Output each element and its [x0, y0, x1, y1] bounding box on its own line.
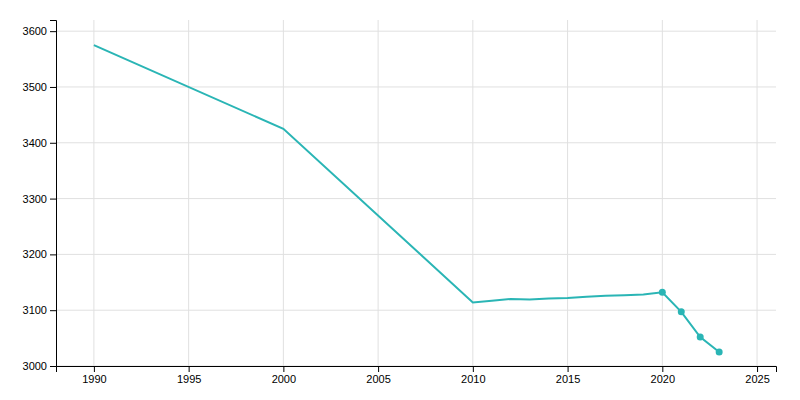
tick: 3200: [23, 248, 56, 260]
grid-line: [56, 198, 776, 199]
tick-label: 3200: [23, 248, 47, 260]
grid-line: [56, 254, 776, 255]
tick: 2000: [272, 366, 296, 385]
tick-label: 1995: [177, 373, 201, 385]
tick-mark: [50, 143, 56, 144]
tick: 3000: [23, 360, 56, 372]
tick-label: 2015: [556, 373, 580, 385]
tick: 1995: [177, 366, 201, 385]
tick-mark: [757, 366, 758, 372]
tick-mark: [50, 199, 56, 200]
tick-mark: [94, 366, 95, 372]
tick: 3300: [23, 193, 56, 205]
grid-line: [567, 20, 568, 366]
grid-line: [188, 20, 189, 366]
tick-label: 3100: [23, 304, 47, 316]
tick-label: 2005: [366, 373, 390, 385]
grid-line: [472, 20, 473, 366]
tick-mark: [283, 366, 284, 372]
x-axis: 1990 1995 2000 2005 2010 2015 2020 2025: [57, 366, 777, 385]
tick: 2005: [366, 366, 390, 385]
tick-label: 2000: [272, 373, 296, 385]
marker: [697, 333, 704, 340]
tick-mark: [662, 366, 663, 372]
tick-label: 3500: [23, 81, 47, 93]
grid-line: [378, 20, 379, 366]
axis-line: [57, 367, 777, 373]
marker: [716, 349, 723, 356]
tick: 2010: [461, 366, 485, 385]
tick-label: 3300: [23, 193, 47, 205]
tick-label: 2025: [745, 373, 769, 385]
grid-line: [283, 20, 284, 366]
tick: 3600: [23, 25, 56, 37]
grid-line: [56, 86, 776, 87]
grid-line: [662, 20, 663, 366]
grid-line: [56, 310, 776, 311]
line: [94, 45, 719, 352]
tick-mark: [50, 254, 56, 255]
grid: [56, 20, 776, 366]
tick-label: 1990: [82, 373, 106, 385]
grid-line: [757, 20, 758, 366]
tick-label: 2010: [461, 373, 485, 385]
tick-label: 3400: [23, 137, 47, 149]
grid-line: [93, 20, 94, 366]
marker: [659, 289, 666, 296]
tick-mark: [50, 366, 56, 367]
tick: 2025: [745, 366, 769, 385]
grid-line: [56, 142, 776, 143]
tick-mark: [568, 366, 569, 372]
tick-mark: [378, 366, 379, 372]
axis-line: [50, 21, 57, 367]
tick: 2020: [651, 366, 675, 385]
tick-mark: [50, 87, 56, 88]
tick-mark: [473, 366, 474, 372]
tick: 1990: [82, 366, 106, 385]
tick: 3100: [23, 304, 56, 316]
tick-mark: [50, 310, 56, 311]
tick-mark: [189, 366, 190, 372]
tick: 3500: [23, 81, 56, 93]
tick: 2015: [556, 366, 580, 385]
marker: [678, 308, 685, 315]
tick-mark: [50, 31, 56, 32]
marks: [94, 45, 723, 355]
grid-line: [56, 31, 776, 32]
tick: 3400: [23, 137, 56, 149]
plot: 1990 1995 2000 2005 2010 2015 2020 2025 3000 3100…: [23, 20, 777, 385]
tick-label: 2020: [651, 373, 675, 385]
tick-label: 3600: [23, 25, 47, 37]
tick-label: 3000: [23, 360, 47, 372]
chart: 1990 1995 2000 2005 2010 2015 2020 2025 3000 3100…: [0, 0, 800, 400]
y-axis: 3000 3100 3200 3300 3400 3500 3600: [23, 21, 57, 373]
